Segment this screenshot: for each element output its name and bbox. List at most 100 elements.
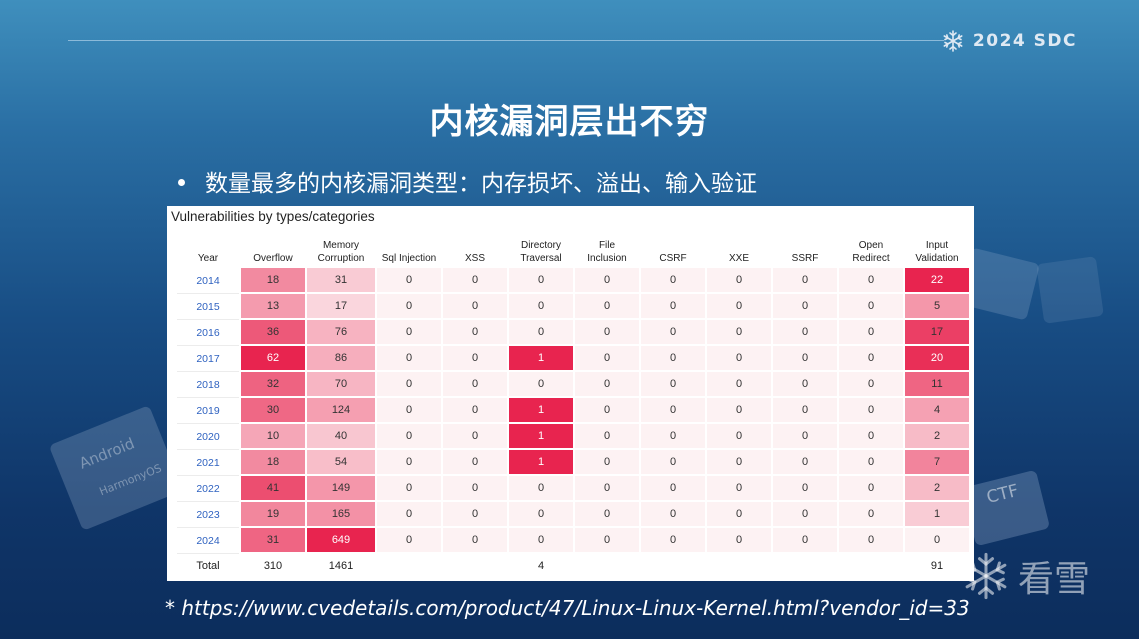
year-link[interactable]: 2021 — [177, 450, 239, 476]
table-cell[interactable]: 17 — [905, 320, 969, 346]
table-cell[interactable]: 0 — [377, 502, 441, 528]
table-cell[interactable]: 0 — [509, 268, 573, 294]
table-cell[interactable]: 22 — [905, 268, 969, 294]
table-cell[interactable]: 86 — [307, 346, 375, 372]
table-cell[interactable]: 1 — [509, 424, 573, 450]
table-cell[interactable]: 76 — [307, 320, 375, 346]
table-cell[interactable]: 0 — [575, 398, 639, 424]
table-cell[interactable]: 165 — [307, 502, 375, 528]
table-cell[interactable]: 32 — [241, 372, 305, 398]
table-cell[interactable]: 0 — [641, 450, 705, 476]
table-cell[interactable]: 11 — [905, 372, 969, 398]
table-cell[interactable]: 124 — [307, 398, 375, 424]
table-cell[interactable]: 0 — [509, 528, 573, 554]
table-cell[interactable]: 0 — [443, 528, 507, 554]
table-cell[interactable]: 0 — [443, 502, 507, 528]
table-cell[interactable]: 40 — [307, 424, 375, 450]
table-cell[interactable]: 0 — [575, 424, 639, 450]
table-cell[interactable]: 0 — [443, 476, 507, 502]
table-cell[interactable]: 0 — [575, 346, 639, 372]
table-cell[interactable]: 4 — [905, 398, 969, 424]
table-cell[interactable]: 0 — [377, 528, 441, 554]
table-cell[interactable]: 0 — [641, 372, 705, 398]
table-cell[interactable]: 0 — [707, 450, 771, 476]
table-cell[interactable]: 36 — [241, 320, 305, 346]
table-cell[interactable]: 0 — [509, 372, 573, 398]
table-cell[interactable]: 0 — [641, 528, 705, 554]
table-cell[interactable]: 0 — [839, 294, 903, 320]
table-cell[interactable]: 0 — [641, 268, 705, 294]
table-cell[interactable]: 0 — [707, 268, 771, 294]
table-cell[interactable]: 0 — [707, 476, 771, 502]
table-cell[interactable]: 31 — [241, 528, 305, 554]
table-cell[interactable]: 0 — [641, 398, 705, 424]
table-cell[interactable]: 1 — [509, 398, 573, 424]
year-link[interactable]: 2024 — [177, 528, 239, 554]
table-cell[interactable]: 0 — [839, 502, 903, 528]
table-cell[interactable]: 2 — [905, 424, 969, 450]
table-cell[interactable]: 0 — [443, 320, 507, 346]
table-cell[interactable]: 0 — [443, 268, 507, 294]
table-cell[interactable]: 1 — [509, 450, 573, 476]
table-cell[interactable]: 649 — [307, 528, 375, 554]
table-cell[interactable]: 0 — [839, 476, 903, 502]
table-cell[interactable]: 0 — [707, 398, 771, 424]
table-cell[interactable]: 0 — [641, 502, 705, 528]
table-cell[interactable]: 0 — [773, 476, 837, 502]
table-cell[interactable]: 1 — [509, 346, 573, 372]
table-cell[interactable]: 0 — [839, 268, 903, 294]
table-cell[interactable]: 2 — [905, 476, 969, 502]
table-cell[interactable]: 0 — [905, 528, 969, 554]
table-cell[interactable]: 0 — [509, 294, 573, 320]
table-cell[interactable]: 0 — [443, 450, 507, 476]
table-cell[interactable]: 0 — [575, 372, 639, 398]
table-cell[interactable]: 0 — [575, 294, 639, 320]
table-cell[interactable]: 0 — [839, 424, 903, 450]
table-cell[interactable]: 0 — [707, 528, 771, 554]
year-link[interactable]: 2022 — [177, 476, 239, 502]
table-cell[interactable]: 10 — [241, 424, 305, 450]
table-cell[interactable]: 0 — [377, 294, 441, 320]
table-cell[interactable]: 0 — [575, 502, 639, 528]
table-cell[interactable]: 0 — [773, 424, 837, 450]
table-cell[interactable]: 0 — [509, 320, 573, 346]
table-cell[interactable]: 0 — [707, 502, 771, 528]
table-cell[interactable]: 0 — [641, 424, 705, 450]
table-cell[interactable]: 0 — [509, 476, 573, 502]
table-cell[interactable]: 0 — [773, 372, 837, 398]
table-cell[interactable]: 13 — [241, 294, 305, 320]
table-cell[interactable]: 0 — [443, 372, 507, 398]
table-cell[interactable]: 0 — [773, 398, 837, 424]
table-cell[interactable]: 17 — [307, 294, 375, 320]
table-cell[interactable]: 0 — [773, 528, 837, 554]
table-cell[interactable]: 0 — [509, 502, 573, 528]
year-link[interactable]: 2015 — [177, 294, 239, 320]
table-cell[interactable]: 0 — [707, 320, 771, 346]
table-cell[interactable]: 0 — [707, 372, 771, 398]
table-cell[interactable]: 20 — [905, 346, 969, 372]
table-cell[interactable]: 0 — [641, 294, 705, 320]
table-cell[interactable]: 0 — [443, 398, 507, 424]
table-cell[interactable]: 41 — [241, 476, 305, 502]
table-cell[interactable]: 0 — [377, 398, 441, 424]
table-cell[interactable]: 0 — [575, 450, 639, 476]
table-cell[interactable]: 0 — [641, 320, 705, 346]
year-link[interactable]: 2016 — [177, 320, 239, 346]
table-cell[interactable]: 0 — [839, 528, 903, 554]
table-cell[interactable]: 1 — [905, 502, 969, 528]
table-cell[interactable]: 0 — [707, 294, 771, 320]
year-link[interactable]: 2014 — [177, 268, 239, 294]
table-cell[interactable]: 18 — [241, 268, 305, 294]
year-link[interactable]: 2018 — [177, 372, 239, 398]
table-cell[interactable]: 0 — [377, 476, 441, 502]
table-cell[interactable]: 0 — [377, 450, 441, 476]
table-cell[interactable]: 0 — [575, 528, 639, 554]
table-cell[interactable]: 149 — [307, 476, 375, 502]
year-link[interactable]: 2019 — [177, 398, 239, 424]
table-cell[interactable]: 0 — [377, 346, 441, 372]
table-cell[interactable]: 0 — [707, 346, 771, 372]
table-cell[interactable]: 0 — [641, 476, 705, 502]
table-cell[interactable]: 0 — [773, 502, 837, 528]
table-cell[interactable]: 0 — [839, 372, 903, 398]
table-cell[interactable]: 0 — [773, 320, 837, 346]
